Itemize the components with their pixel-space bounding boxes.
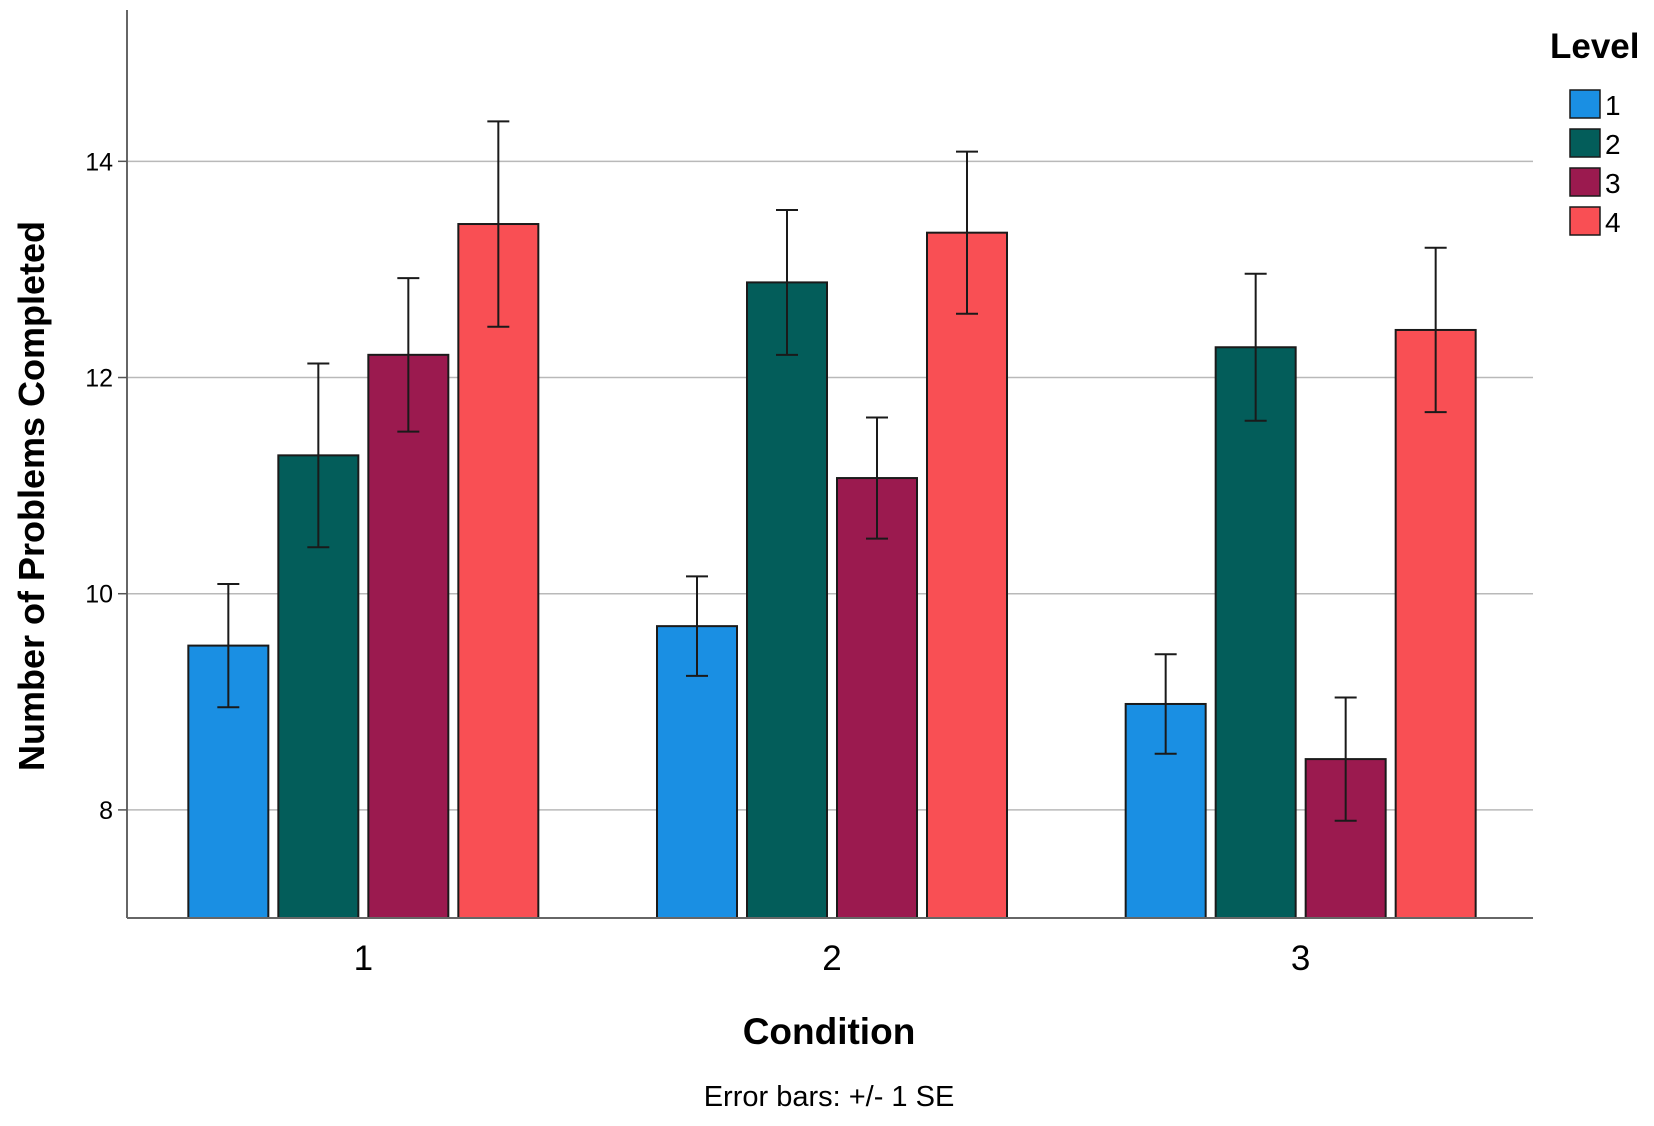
bars (187, 120, 1477, 920)
legend-label: 2 (1605, 129, 1621, 160)
y-tick-label: 10 (85, 581, 113, 609)
x-axis-title: Condition (743, 1011, 916, 1052)
bar (367, 353, 450, 920)
x-tick-label: 3 (1291, 939, 1310, 978)
gridlines (127, 160, 1533, 811)
error-bar-footnote: Error bars: +/- 1 SE (704, 1081, 955, 1113)
legend-title: Level (1550, 27, 1640, 66)
y-axis-title: Number of Problems Completed (11, 221, 52, 771)
x-tick-label: 2 (822, 939, 841, 978)
bar (457, 223, 540, 919)
bar (926, 231, 1008, 919)
bar (1214, 346, 1297, 919)
legend-swatch (1569, 206, 1601, 236)
legend-label: 1 (1605, 90, 1621, 121)
bar (836, 477, 918, 919)
bar (746, 281, 828, 919)
legend-label: 3 (1605, 168, 1621, 199)
legend-label: 4 (1605, 207, 1621, 238)
legend-swatch (1569, 89, 1601, 119)
y-tick-label: 14 (85, 148, 113, 176)
x-tick-label: 1 (354, 939, 373, 978)
legend-swatch (1569, 167, 1601, 197)
legend: Level 1 2 3 4 (1550, 27, 1640, 238)
y-tick-label: 8 (99, 797, 113, 825)
bar (1394, 328, 1477, 919)
y-tick-label: 12 (85, 365, 113, 393)
legend-swatch (1569, 128, 1601, 158)
